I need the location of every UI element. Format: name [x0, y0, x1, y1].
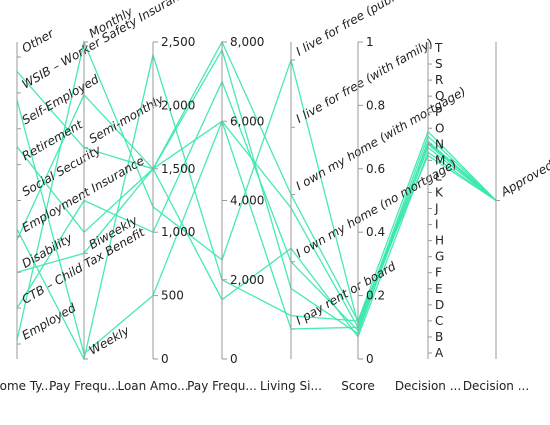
category-label: M	[435, 153, 445, 167]
tick-label: 1,500	[161, 162, 195, 176]
tick-label: 6,000	[230, 114, 264, 128]
category-label: A	[435, 346, 444, 360]
axis-title: Income Ty...	[0, 379, 52, 393]
tick-label: 2,500	[161, 35, 195, 49]
tick-label: 1,000	[161, 225, 195, 239]
category-label: Weekly	[87, 323, 133, 358]
axis-title: Decision ...	[395, 379, 461, 393]
tick-label: 0	[230, 352, 238, 366]
tick-label: 0	[366, 352, 374, 366]
category-label: T	[434, 41, 443, 55]
tick-label: 0	[161, 352, 169, 366]
category-label: F	[435, 266, 442, 280]
record-line	[16, 79, 497, 332]
axis: 0 0.2 0.4 0.6 0.8 1 Score	[341, 35, 385, 393]
axis: 0 500 1,000 1,500 2,000 2,500 Loan Amo...	[117, 35, 195, 393]
tick-label: 0.2	[366, 289, 385, 303]
tick-label: 1	[366, 35, 374, 49]
category-label: Q	[435, 89, 444, 103]
category-label: J	[434, 202, 439, 216]
category-label: C	[435, 314, 443, 328]
category-label: O	[435, 121, 444, 135]
axis-title: Loan Amo...	[117, 379, 188, 393]
category-label: E	[435, 282, 443, 296]
tick-label: 2,000	[161, 98, 195, 112]
tick-label: 0.8	[366, 98, 385, 112]
record-line	[16, 120, 497, 329]
axis: Approved Decision ...	[463, 42, 550, 393]
tick-label: 0.6	[366, 162, 385, 176]
record-line	[16, 151, 497, 339]
axis-title: Score	[341, 379, 375, 393]
axis-title: Decision ...	[463, 379, 529, 393]
category-label: N	[435, 137, 444, 151]
category-label: R	[435, 73, 443, 87]
category-label: Other	[20, 26, 57, 56]
tick-label: 4,000	[230, 194, 264, 208]
record-line	[16, 40, 497, 323]
category-label: Employed	[20, 300, 79, 342]
axis: 0 2,000 4,000 6,000 8,000 Pay Frequ...	[187, 35, 264, 393]
category-label: B	[435, 330, 443, 344]
category-label: H	[435, 234, 444, 248]
category-label: Approved	[498, 158, 550, 200]
category-label: K	[435, 185, 444, 199]
axis-title: Pay Frequ...	[187, 379, 257, 393]
category-label: P	[435, 105, 442, 119]
axis-title: Living Si...	[260, 379, 322, 393]
tick-label: 0.4	[366, 225, 385, 239]
record-line	[16, 99, 497, 355]
category-label: D	[435, 298, 444, 312]
category-label: L	[435, 169, 442, 183]
records-layer	[16, 39, 497, 361]
category-label: Semi-monthly	[87, 92, 167, 146]
tick-label: 8,000	[230, 35, 264, 49]
category-label: S	[435, 57, 443, 71]
tick-label: 500	[161, 289, 184, 303]
axis-title: Pay Frequ...	[49, 379, 119, 393]
category-label: I	[435, 218, 439, 232]
tick-label: 2,000	[230, 273, 264, 287]
category-label: G	[435, 250, 444, 264]
